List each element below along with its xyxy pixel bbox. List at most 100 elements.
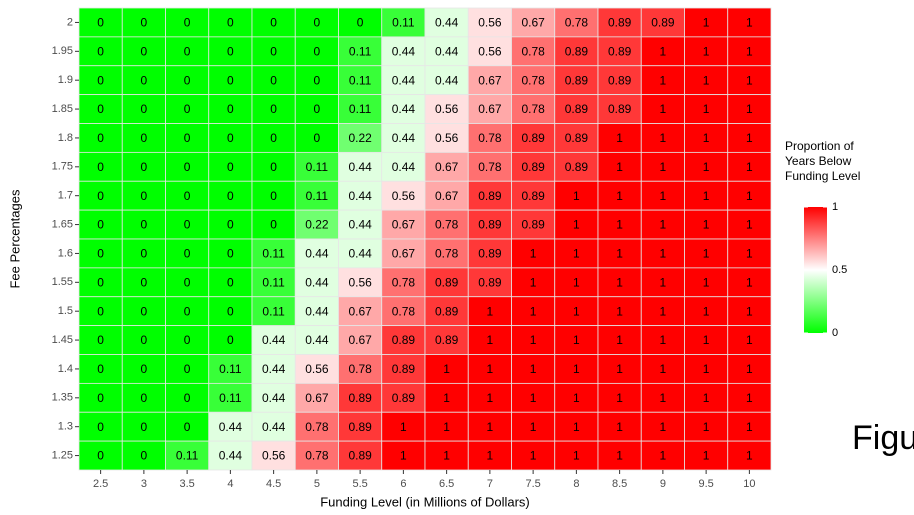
cell-label: 1 bbox=[660, 247, 667, 261]
cell-label: 1 bbox=[530, 333, 537, 347]
cell bbox=[467, 267, 512, 298]
cell-label: 0 bbox=[141, 362, 148, 376]
cell bbox=[684, 325, 729, 355]
y-tick-label: 1.55 bbox=[52, 276, 73, 288]
cell bbox=[165, 94, 210, 124]
cell bbox=[597, 7, 642, 38]
cell-label: 0 bbox=[227, 102, 234, 116]
cell-label: 0.89 bbox=[565, 44, 589, 58]
x-axis-label: Funding Level (in Millions of Dollars) bbox=[320, 494, 530, 509]
cell-label: 0 bbox=[141, 16, 148, 30]
cell bbox=[381, 7, 426, 38]
cell-label: 0.78 bbox=[521, 73, 545, 87]
cell bbox=[727, 7, 772, 38]
cell bbox=[554, 411, 599, 442]
cell-label: 0 bbox=[184, 44, 191, 58]
cell bbox=[165, 354, 210, 384]
cell bbox=[294, 7, 339, 38]
cell-label: 0 bbox=[184, 189, 191, 203]
cell bbox=[165, 123, 210, 153]
cell bbox=[424, 354, 469, 384]
legend-title: Proportion of Years Below Funding Level bbox=[785, 139, 861, 183]
cell-label: 1 bbox=[573, 362, 580, 376]
cell-label: 1 bbox=[487, 333, 494, 347]
cell-label: 0 bbox=[97, 304, 104, 318]
y-tick-label: 2 bbox=[67, 16, 73, 28]
cell-label: 1 bbox=[530, 362, 537, 376]
cell bbox=[78, 440, 123, 471]
cell bbox=[294, 382, 339, 413]
cell-label: 0 bbox=[184, 102, 191, 116]
cell-label: 0 bbox=[141, 449, 148, 463]
cell-label: 0.89 bbox=[392, 362, 416, 376]
cell-label: 0.89 bbox=[478, 218, 502, 232]
cell-label: 1 bbox=[400, 449, 407, 463]
cell bbox=[381, 440, 426, 471]
cell bbox=[727, 296, 772, 327]
cell bbox=[511, 123, 556, 153]
cell bbox=[424, 267, 469, 298]
cell-label: 0.44 bbox=[435, 16, 459, 30]
cell-label: 1 bbox=[443, 391, 450, 405]
x-tick-label: 9.5 bbox=[698, 478, 713, 490]
cell-label: 1 bbox=[660, 189, 667, 203]
cell-label: 0 bbox=[184, 131, 191, 145]
cell-label: 0.11 bbox=[306, 160, 329, 174]
cell-label: 0 bbox=[314, 16, 321, 30]
cell-label: 0 bbox=[270, 131, 277, 145]
cell-label: 0.11 bbox=[349, 44, 372, 58]
cell-label: 0.89 bbox=[348, 420, 372, 434]
cell bbox=[640, 7, 685, 38]
cell-label: 0 bbox=[227, 16, 234, 30]
cell-label: 0 bbox=[314, 102, 321, 116]
cell bbox=[424, 440, 469, 471]
cell-label: 1 bbox=[616, 189, 623, 203]
cell bbox=[467, 411, 512, 442]
cell-label: 1 bbox=[616, 275, 623, 289]
cell-label: 0 bbox=[270, 189, 277, 203]
cell-label: 1 bbox=[746, 16, 753, 30]
y-tick-label: 1.4 bbox=[58, 363, 73, 375]
cell-label: 1 bbox=[573, 275, 580, 289]
cell bbox=[554, 36, 599, 67]
cell-label: 1 bbox=[487, 304, 494, 318]
cell-label: 1 bbox=[616, 247, 623, 261]
cell-label: 1 bbox=[660, 362, 667, 376]
cell-label: 0.44 bbox=[435, 73, 459, 87]
y-tick-label: 1.9 bbox=[58, 74, 73, 86]
cell bbox=[727, 151, 772, 182]
cell-label: 0.44 bbox=[392, 73, 416, 87]
cell bbox=[294, 36, 339, 67]
cell-label: 0 bbox=[141, 420, 148, 434]
cell-label: 1 bbox=[703, 102, 710, 116]
cell-label: 1 bbox=[703, 218, 710, 232]
cell bbox=[467, 94, 512, 124]
cell bbox=[554, 180, 599, 211]
cell-label: 0 bbox=[227, 189, 234, 203]
cell-label: 0 bbox=[184, 160, 191, 174]
cell-label: 0 bbox=[141, 131, 148, 145]
legend-tick-label: 0.5 bbox=[832, 264, 847, 276]
cell-label: 0 bbox=[141, 304, 148, 318]
cell-label: 1 bbox=[660, 73, 667, 87]
cell bbox=[511, 267, 556, 298]
cell-label: 0.11 bbox=[219, 391, 242, 405]
cell-label: 1 bbox=[746, 160, 753, 174]
cell-label: 1 bbox=[660, 160, 667, 174]
cell-label: 1 bbox=[703, 131, 710, 145]
cell bbox=[554, 7, 599, 38]
cell-label: 0 bbox=[97, 73, 104, 87]
cell-label: 0 bbox=[184, 275, 191, 289]
cell-label: 0.89 bbox=[348, 449, 372, 463]
cell-label: 0.44 bbox=[262, 362, 286, 376]
cell-label: 1 bbox=[616, 218, 623, 232]
cell bbox=[727, 123, 772, 153]
cell-label: 0.11 bbox=[176, 449, 199, 463]
cell bbox=[597, 296, 642, 327]
cell bbox=[381, 123, 426, 153]
cell-label: 0 bbox=[184, 391, 191, 405]
cell-label: 1 bbox=[703, 333, 710, 347]
cell-label: 1 bbox=[746, 131, 753, 145]
cell bbox=[554, 296, 599, 327]
cell bbox=[727, 382, 772, 413]
